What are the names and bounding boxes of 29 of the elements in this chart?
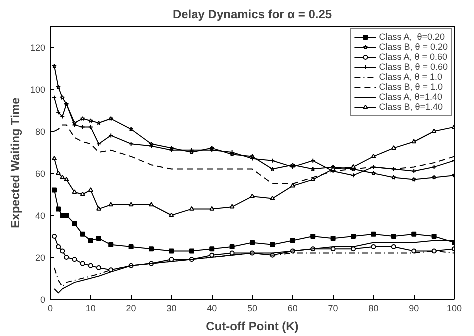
legend-label: Class B, θ = 0.60 <box>379 62 448 72</box>
y-tick-label: 20 <box>35 253 46 263</box>
x-tick-label: 100 <box>446 304 462 314</box>
y-tick-label: 0 <box>40 295 46 305</box>
x-tick-label: 30 <box>166 304 177 314</box>
x-tick-label: 70 <box>328 304 338 314</box>
legend-label: Class A, θ=0.20 <box>379 32 445 42</box>
chart-title: Delay Dynamics for α = 0.25 <box>172 8 332 22</box>
x-tick-label: 60 <box>288 304 298 314</box>
y-tick-label: 60 <box>35 169 46 179</box>
legend-label: Class A, θ = 0.60 <box>379 52 448 62</box>
x-tick-label: 20 <box>126 304 136 314</box>
y-tick-label: 120 <box>30 43 46 53</box>
x-tick-label: 0 <box>48 304 54 314</box>
legend-label: Class B, θ=1.40 <box>379 102 443 112</box>
x-tick-label: 50 <box>247 304 258 314</box>
x-axis-title: Cut-off Point (K) <box>206 320 299 334</box>
x-tick-label: 90 <box>409 304 420 314</box>
x-tick-label: 40 <box>207 304 218 314</box>
y-axis-title: Expected Waiting Time <box>8 97 22 228</box>
y-tick-label: 40 <box>35 211 46 221</box>
legend-label: Class B, θ = 0.20 <box>379 42 448 52</box>
x-tick-label: 10 <box>86 304 96 314</box>
x-tick-label: 80 <box>368 304 379 314</box>
y-tick-label: 100 <box>30 85 46 95</box>
y-tick-label: 80 <box>35 127 46 137</box>
legend-label: Class A, θ=1.40 <box>379 92 442 102</box>
legend-label: Class B, θ = 1.0 <box>379 82 443 92</box>
legend-label: Class A, θ = 1.0 <box>379 72 442 82</box>
